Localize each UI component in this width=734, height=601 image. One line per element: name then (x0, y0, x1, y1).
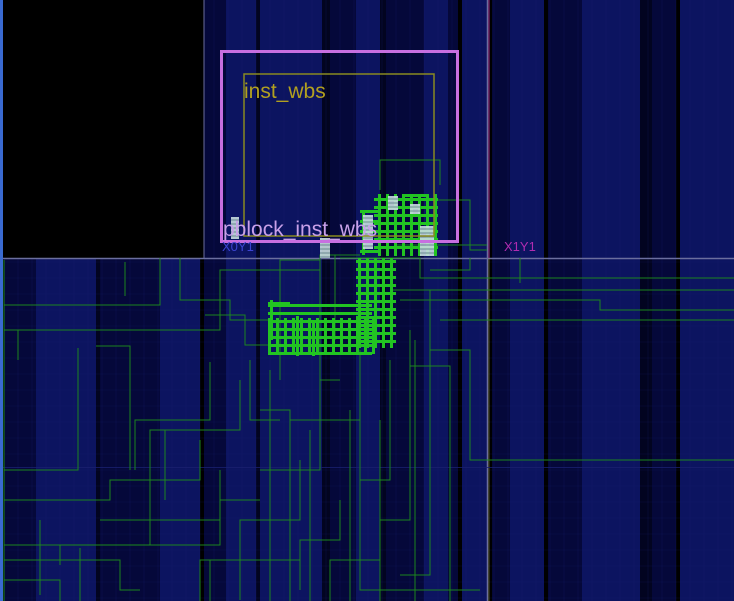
site-column (4, 258, 36, 601)
placed-cell (356, 318, 359, 354)
placed-cell (268, 344, 372, 347)
net-route (199, 559, 300, 601)
net-route (360, 360, 391, 481)
net-route (205, 314, 285, 346)
placed-cell (374, 214, 438, 217)
selected-site (410, 204, 420, 214)
net-route (179, 258, 270, 321)
net-route (430, 258, 471, 271)
net-route (4, 258, 161, 306)
selected-site (320, 238, 330, 258)
net-route (379, 159, 441, 190)
placed-cell (404, 194, 428, 197)
placed-cell (316, 318, 319, 354)
net-route (329, 420, 381, 601)
placed-cell (268, 304, 372, 307)
placed-cell (372, 318, 375, 354)
site-column (640, 0, 652, 601)
instance-label: inst_wbs (244, 80, 326, 103)
placed-cell (268, 336, 372, 339)
placed-cell (374, 206, 438, 209)
placed-cell (324, 318, 327, 354)
net-route (96, 345, 131, 470)
placed-cell (374, 222, 438, 225)
placed-cell (374, 246, 438, 249)
placed-cell (268, 352, 372, 355)
site-column (226, 0, 256, 601)
site-column (680, 0, 734, 601)
net-route (134, 362, 211, 470)
selected-site (363, 215, 373, 249)
placed-cell (390, 258, 393, 348)
placed-cell (410, 194, 413, 256)
placed-cell (374, 238, 438, 241)
placed-cell (426, 194, 429, 256)
placed-cell (402, 194, 405, 256)
pblock-label: pblock_inst_wbs (223, 218, 378, 241)
placed-cell (340, 318, 343, 354)
placed-cell (284, 318, 287, 354)
site-column (256, 0, 260, 601)
placed-cell (292, 318, 295, 354)
placed-cell (378, 194, 381, 256)
site-column (96, 258, 100, 601)
placed-cell (374, 198, 438, 201)
placed-cell (382, 258, 385, 348)
placed-cell (300, 318, 303, 354)
placed-cell (268, 318, 271, 354)
placed-cell (268, 328, 372, 331)
placed-cell (366, 258, 369, 348)
net-route (410, 365, 451, 601)
net-route (340, 257, 734, 279)
placed-cell (332, 318, 335, 354)
placed-cell (374, 258, 377, 348)
net-route (430, 349, 734, 461)
net-route (4, 559, 140, 591)
placed-cell (374, 230, 438, 233)
placed-cell (434, 194, 437, 256)
placed-cell (268, 312, 372, 315)
instance-box[interactable] (243, 73, 435, 237)
placed-cell (386, 194, 389, 256)
site-column (330, 0, 356, 601)
site-grid (3, 0, 734, 601)
net-route (4, 440, 201, 501)
placed-cell (418, 194, 421, 256)
net-route (379, 330, 411, 601)
placed-cell (394, 194, 397, 256)
placed-cell (360, 250, 380, 253)
net-route (299, 500, 341, 590)
placed-cell (270, 300, 273, 340)
net-route (4, 579, 61, 601)
net-route (359, 390, 480, 591)
placed-cell (358, 258, 361, 348)
placed-cells[interactable] (268, 194, 438, 356)
site-column (36, 258, 96, 601)
site-column (652, 0, 676, 601)
placed-cell (308, 318, 311, 354)
net-route (279, 259, 320, 380)
placed-cell (268, 302, 290, 305)
left-edge-bar (0, 0, 3, 601)
site-column (322, 0, 330, 601)
placed-cell (360, 210, 380, 213)
placed-cell (276, 318, 279, 354)
placed-cell (312, 320, 315, 356)
placed-cell (268, 320, 372, 323)
placed-cell (364, 318, 367, 354)
net-route (400, 299, 734, 311)
net-route (100, 499, 260, 521)
pblock-box[interactable] (220, 50, 459, 243)
placed-cell (348, 318, 351, 354)
clock-region-label-x1y1: X1Y1 (504, 239, 536, 254)
clock-region-label-x0y1: X0Y1 (222, 239, 254, 254)
routed-nets[interactable] (3, 159, 734, 601)
net-route (420, 199, 487, 251)
placed-cell (296, 316, 299, 356)
net-route (4, 348, 79, 471)
